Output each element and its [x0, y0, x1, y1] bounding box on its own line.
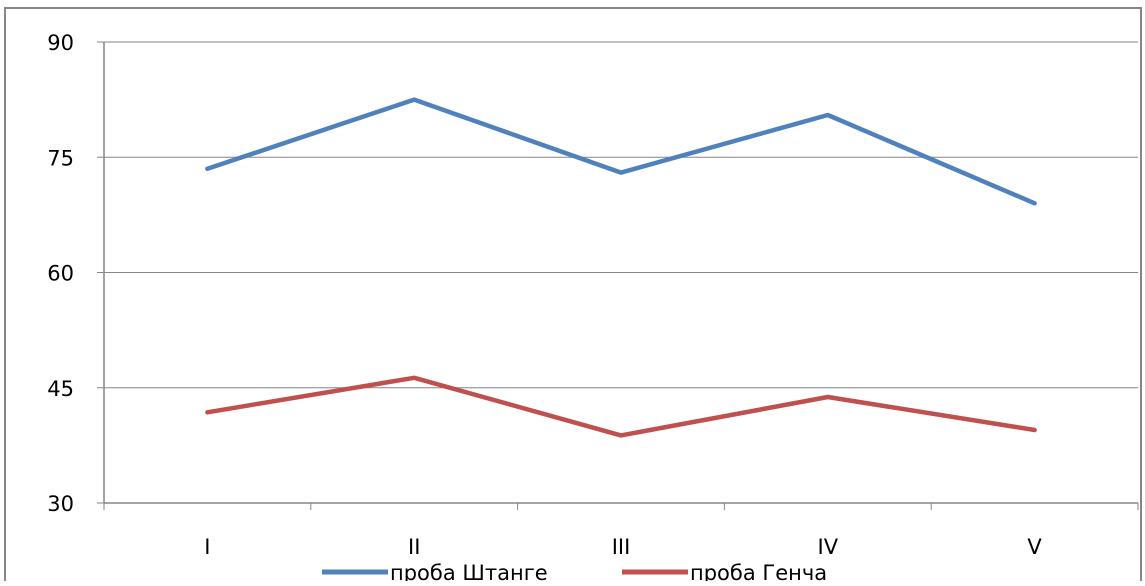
chart-border — [4, 7, 1142, 586]
legend-label: проба Генча — [690, 561, 827, 581]
x-tick-label: II — [408, 535, 420, 559]
y-tick-label: 75 — [47, 146, 74, 170]
gridlines — [104, 41, 1138, 389]
series-line — [205, 97, 1037, 206]
series-lines — [205, 97, 1037, 438]
y-tick-label: 90 — [47, 31, 74, 55]
series-line — [205, 375, 1037, 438]
x-tick-label: V — [1027, 535, 1042, 559]
x-tick-label: I — [204, 535, 210, 559]
x-tick-label: IV — [818, 535, 839, 559]
legend-label: проба Штанге — [390, 561, 548, 581]
y-tick-label: 30 — [47, 492, 74, 516]
y-tick-label: 60 — [47, 262, 74, 286]
x-tick-label: III — [612, 535, 631, 559]
y-tick-label: 45 — [47, 377, 74, 401]
